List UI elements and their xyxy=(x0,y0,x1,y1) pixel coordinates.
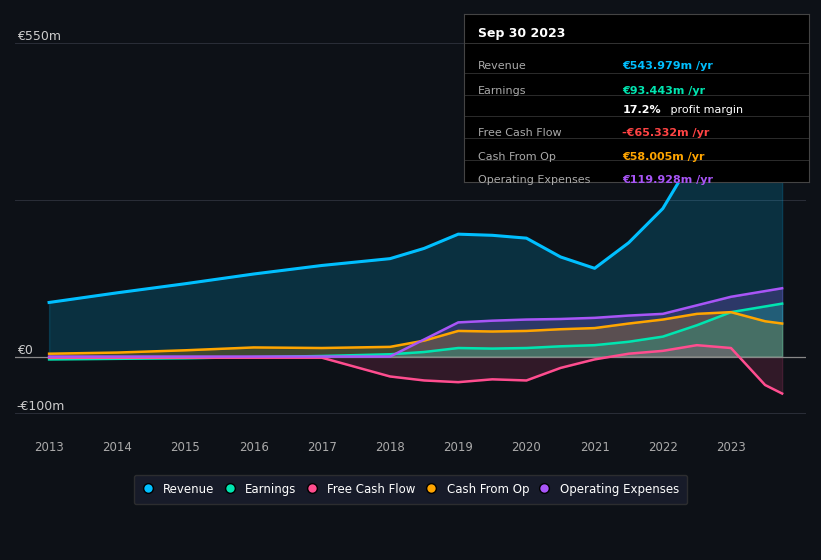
Text: Earnings: Earnings xyxy=(478,86,526,96)
Text: profit margin: profit margin xyxy=(667,105,744,115)
Text: Sep 30 2023: Sep 30 2023 xyxy=(478,27,565,40)
Text: €119.928m /yr: €119.928m /yr xyxy=(622,175,713,185)
Text: Free Cash Flow: Free Cash Flow xyxy=(478,128,562,138)
Text: €0: €0 xyxy=(16,343,33,357)
Text: €550m: €550m xyxy=(16,30,61,44)
Text: €93.443m /yr: €93.443m /yr xyxy=(622,86,705,96)
Text: Revenue: Revenue xyxy=(478,61,526,71)
Text: €543.979m /yr: €543.979m /yr xyxy=(622,61,713,71)
Text: Operating Expenses: Operating Expenses xyxy=(478,175,590,185)
Legend: Revenue, Earnings, Free Cash Flow, Cash From Op, Operating Expenses: Revenue, Earnings, Free Cash Flow, Cash … xyxy=(134,474,687,504)
Text: €58.005m /yr: €58.005m /yr xyxy=(622,152,705,162)
Text: Cash From Op: Cash From Op xyxy=(478,152,556,162)
Text: -€65.332m /yr: -€65.332m /yr xyxy=(622,128,710,138)
Text: -€100m: -€100m xyxy=(16,400,65,413)
Text: 17.2%: 17.2% xyxy=(622,105,661,115)
